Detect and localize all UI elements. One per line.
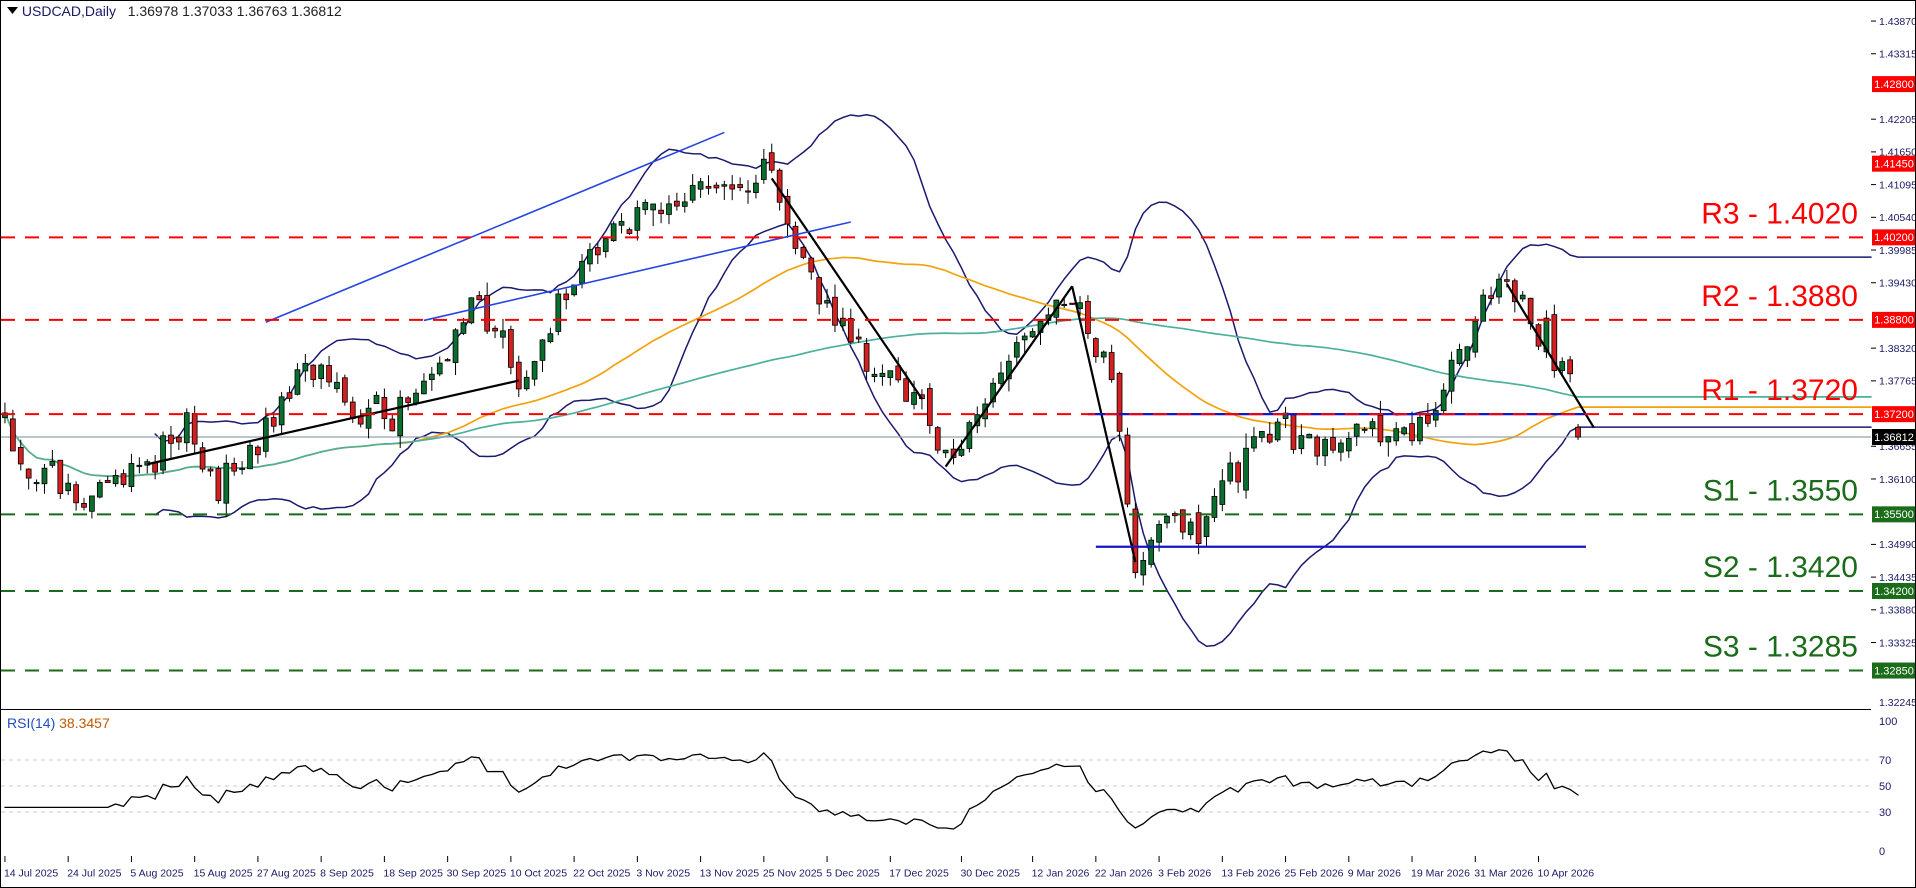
svg-text:19 Mar 2026: 19 Mar 2026: [1411, 868, 1470, 880]
svg-text:15 Aug 2025: 15 Aug 2025: [194, 868, 253, 880]
svg-text:1.39985: 1.39985: [1879, 245, 1916, 257]
svg-text:1.40200: 1.40200: [1874, 232, 1914, 244]
svg-text:R3 - 1.4020: R3 - 1.4020: [1701, 197, 1858, 230]
svg-text:10 Apr 2026: 10 Apr 2026: [1538, 868, 1595, 880]
svg-text:1.35500: 1.35500: [1874, 509, 1914, 521]
svg-text:1.36100: 1.36100: [1879, 474, 1916, 486]
svg-text:5 Aug 2025: 5 Aug 2025: [130, 868, 183, 880]
svg-text:14 Jul 2025: 14 Jul 2025: [4, 868, 58, 880]
svg-text:1.42205: 1.42205: [1879, 114, 1916, 126]
svg-text:27 Aug 2025: 27 Aug 2025: [257, 868, 316, 880]
svg-text:1.38800: 1.38800: [1874, 315, 1914, 327]
svg-text:22 Oct 2025: 22 Oct 2025: [573, 868, 630, 880]
svg-text:1.42800: 1.42800: [1874, 79, 1914, 91]
svg-text:5 Dec 2025: 5 Dec 2025: [826, 868, 880, 880]
svg-text:R1 - 1.3720: R1 - 1.3720: [1701, 374, 1858, 407]
svg-text:30 Sep 2025: 30 Sep 2025: [447, 868, 507, 880]
svg-text:1.43870: 1.43870: [1879, 16, 1916, 28]
svg-text:1.43315: 1.43315: [1879, 49, 1916, 61]
svg-text:1.40540: 1.40540: [1879, 212, 1916, 224]
svg-text:1.32850: 1.32850: [1874, 665, 1914, 677]
svg-text:17 Dec 2025: 17 Dec 2025: [889, 868, 949, 880]
svg-text:1.39430: 1.39430: [1879, 278, 1916, 290]
svg-text:1.33880: 1.33880: [1879, 605, 1916, 617]
svg-text:1.34990: 1.34990: [1879, 539, 1916, 551]
svg-text:1.37200: 1.37200: [1874, 409, 1914, 421]
svg-text:24 Jul 2025: 24 Jul 2025: [67, 868, 121, 880]
svg-text:1.36812: 1.36812: [1874, 432, 1914, 444]
svg-text:S2 - 1.3420: S2 - 1.3420: [1703, 551, 1858, 584]
svg-text:30 Dec 2025: 30 Dec 2025: [960, 868, 1020, 880]
svg-text:10 Oct 2025: 10 Oct 2025: [510, 868, 567, 880]
svg-text:12 Jan 2026: 12 Jan 2026: [1032, 868, 1090, 880]
svg-text:13 Feb 2026: 13 Feb 2026: [1221, 868, 1280, 880]
svg-text:1.34435: 1.34435: [1879, 572, 1916, 584]
svg-text:S3 - 1.3285: S3 - 1.3285: [1703, 631, 1858, 664]
svg-text:1.32245: 1.32245: [1879, 697, 1916, 709]
svg-text:25 Feb 2026: 25 Feb 2026: [1285, 868, 1344, 880]
svg-text:25 Nov 2025: 25 Nov 2025: [763, 868, 823, 880]
svg-text:1.33325: 1.33325: [1879, 637, 1916, 649]
svg-text:1.41095: 1.41095: [1879, 179, 1916, 191]
svg-text:1.41450: 1.41450: [1874, 158, 1914, 170]
svg-text:9 Mar 2026: 9 Mar 2026: [1348, 868, 1401, 880]
svg-text:3 Feb 2026: 3 Feb 2026: [1158, 868, 1211, 880]
svg-text:8 Sep 2025: 8 Sep 2025: [320, 868, 374, 880]
svg-text:1.37765: 1.37765: [1879, 376, 1916, 388]
svg-text:31 Mar 2026: 31 Mar 2026: [1474, 868, 1533, 880]
svg-text:R2 - 1.3880: R2 - 1.3880: [1701, 280, 1858, 313]
svg-text:1.38320: 1.38320: [1879, 343, 1916, 355]
svg-text:3 Nov 2025: 3 Nov 2025: [636, 868, 690, 880]
svg-text:13 Nov 2025: 13 Nov 2025: [700, 868, 760, 880]
svg-text:22 Jan 2026: 22 Jan 2026: [1095, 868, 1153, 880]
svg-text:18 Sep 2025: 18 Sep 2025: [383, 868, 443, 880]
svg-text:S1 - 1.3550: S1 - 1.3550: [1703, 474, 1858, 507]
svg-text:1.34200: 1.34200: [1874, 586, 1914, 598]
